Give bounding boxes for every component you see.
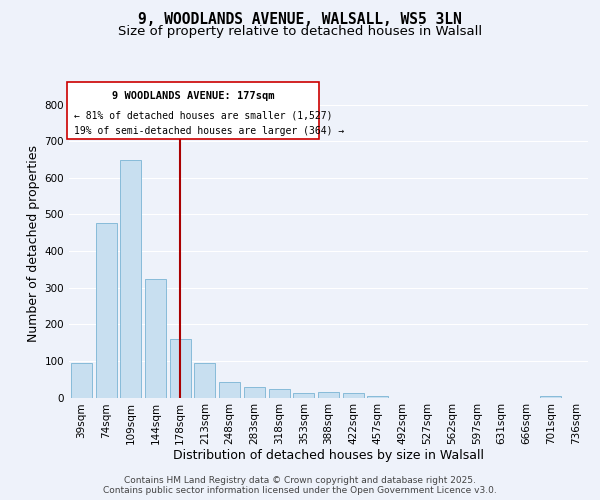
Text: 9 WOODLANDS AVENUE: 177sqm: 9 WOODLANDS AVENUE: 177sqm <box>112 90 275 101</box>
Bar <box>293 392 314 398</box>
Bar <box>318 392 339 398</box>
Bar <box>343 392 364 398</box>
Bar <box>145 278 166 398</box>
FancyBboxPatch shape <box>67 82 319 139</box>
Text: Contains public sector information licensed under the Open Government Licence v3: Contains public sector information licen… <box>103 486 497 495</box>
Y-axis label: Number of detached properties: Number of detached properties <box>28 145 40 342</box>
Bar <box>120 160 141 398</box>
Bar <box>219 382 240 398</box>
Bar <box>244 387 265 398</box>
Bar <box>269 390 290 398</box>
Bar <box>367 396 388 398</box>
Bar <box>194 364 215 398</box>
Text: 19% of semi-detached houses are larger (364) →: 19% of semi-detached houses are larger (… <box>74 126 344 136</box>
Text: Size of property relative to detached houses in Walsall: Size of property relative to detached ho… <box>118 25 482 38</box>
Bar <box>170 339 191 398</box>
Text: Contains HM Land Registry data © Crown copyright and database right 2025.: Contains HM Land Registry data © Crown c… <box>124 476 476 485</box>
Bar <box>95 222 116 398</box>
Text: ← 81% of detached houses are smaller (1,527): ← 81% of detached houses are smaller (1,… <box>74 110 332 120</box>
Text: 9, WOODLANDS AVENUE, WALSALL, WS5 3LN: 9, WOODLANDS AVENUE, WALSALL, WS5 3LN <box>138 12 462 28</box>
Bar <box>71 362 92 398</box>
Bar <box>541 396 562 398</box>
X-axis label: Distribution of detached houses by size in Walsall: Distribution of detached houses by size … <box>173 448 484 462</box>
